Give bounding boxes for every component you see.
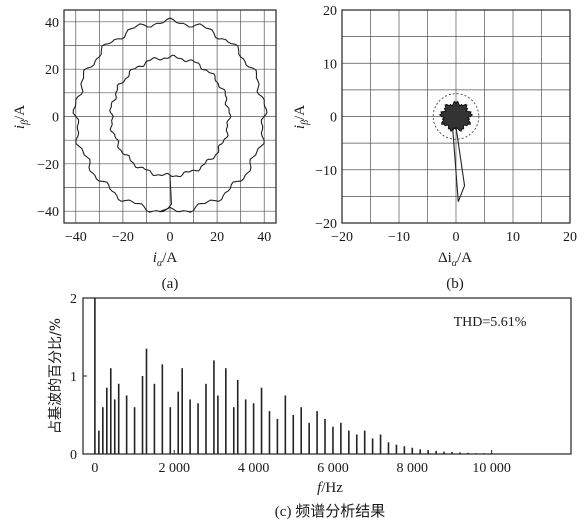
chart-b-x-tick-label: 10 bbox=[506, 230, 520, 245]
chart-a-transient-trace bbox=[160, 175, 172, 212]
chart-a-x-tick-label: 20 bbox=[210, 230, 224, 245]
chart-b-error-cluster bbox=[438, 100, 474, 132]
chart-b-error-cluster-shape bbox=[438, 100, 474, 132]
chart-c-x-tick-label: 10 000 bbox=[472, 461, 511, 476]
chart-c-x-tick-label: 4 000 bbox=[238, 461, 270, 476]
chart-b-frame bbox=[341, 9, 571, 224]
chart-c-y-tick-label: 0 bbox=[70, 448, 77, 463]
chart-b-x-tick-label: −10 bbox=[388, 230, 410, 245]
chart-c-thd-annotation: THD=5.61% bbox=[454, 315, 527, 330]
chart-a-x-tick-label: 40 bbox=[257, 230, 271, 245]
chart-b-x-tick-label: 0 bbox=[453, 230, 460, 245]
chart-b-y-tick-label: 0 bbox=[330, 111, 337, 126]
chart-b-y-tick-label: −20 bbox=[315, 217, 337, 232]
chart-b-x-tick-label: 20 bbox=[563, 230, 577, 245]
chart-a-x-tick-label: −20 bbox=[112, 230, 134, 245]
chart-a-panel-label: (a) bbox=[162, 276, 179, 292]
chart-c-y-axis-label: 占基波的百分比/% bbox=[47, 318, 64, 434]
chart-a-y-tick-label: −40 bbox=[37, 205, 59, 220]
chart-b: −20 −10 0 10 20 −20 −10 0 10 20 Δiα/A iβ/A (b) bbox=[292, 4, 577, 292]
chart-c-x-tick-label: 8 000 bbox=[397, 461, 429, 476]
chart-c: 0 2 000 4 000 6 000 8 000 10 000 0 1 2 THD=5.61… bbox=[47, 292, 572, 520]
chart-a: −40 −20 0 20 40 −40 −20 0 20 40 iα/A iβ/A (a) bbox=[12, 9, 277, 292]
chart-a-x-axis-label: iα/A bbox=[153, 250, 178, 269]
chart-a-trace-circle-1 bbox=[109, 54, 232, 178]
chart-b-hysteresis-circle bbox=[432, 93, 480, 140]
chart-b-x-tick-label: −20 bbox=[331, 230, 353, 245]
chart-a-y-tick-label: 40 bbox=[45, 16, 59, 31]
chart-c-panel-label: (c) 频谱分析结果 bbox=[275, 503, 385, 520]
chart-a-x-tick-label: −40 bbox=[65, 230, 87, 245]
chart-c-x-tick-label: 0 bbox=[91, 461, 98, 476]
chart-b-x-axis-label: Δiα/A bbox=[438, 250, 472, 269]
chart-b-y-axis-label: iβ/A bbox=[292, 105, 311, 129]
chart-c-x-axis-label: f/Hz bbox=[317, 480, 343, 496]
chart-b-transient-trace bbox=[452, 127, 466, 202]
chart-b-y-tick-label: 10 bbox=[323, 57, 337, 72]
chart-c-y-tick-label: 2 bbox=[70, 292, 77, 307]
chart-c-y-tick-label: 1 bbox=[70, 370, 77, 385]
chart-b-y-tick-label: −10 bbox=[315, 164, 337, 179]
chart-a-y-tick-label: −20 bbox=[37, 158, 59, 173]
chart-a-y-tick-label: 20 bbox=[45, 63, 59, 78]
chart-a-frame bbox=[63, 9, 277, 224]
chart-a-y-axis-label: iβ/A bbox=[12, 105, 31, 129]
chart-a-trace-circle-0 bbox=[72, 17, 268, 213]
chart-b-y-tick-label: 20 bbox=[323, 4, 337, 19]
chart-a-x-tick-label: 0 bbox=[167, 230, 174, 245]
chart-a-y-tick-label: 0 bbox=[52, 111, 59, 126]
chart-c-x-tick-label: 2 000 bbox=[159, 461, 191, 476]
chart-b-panel-label: (b) bbox=[446, 276, 464, 292]
chart-c-x-tick-label: 6 000 bbox=[317, 461, 349, 476]
